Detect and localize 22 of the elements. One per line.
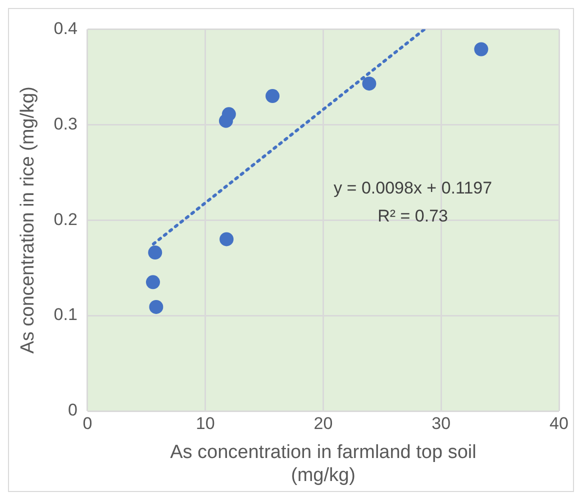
x-tick-label: 0 (82, 414, 92, 433)
x-tick-label: 40 (550, 414, 568, 433)
y-axis-title: As concentration in rice (mg/kg) (18, 86, 39, 354)
annotation: R² = 0.73 (378, 206, 448, 226)
point (266, 89, 280, 104)
y-tick-label: 0.4 (54, 18, 78, 38)
point (474, 42, 488, 56)
x-axis-title: As concentration in farmland top soil (mg/kg) (170, 442, 476, 486)
point (220, 232, 234, 246)
y-tick-label: 0.2 (54, 210, 78, 229)
y-tick-label: 0.3 (54, 114, 78, 134)
point (362, 76, 376, 91)
point (146, 275, 160, 290)
x-tick-label: 20 (314, 414, 333, 433)
annotation: y = 0.0098x + 0.1197 (334, 178, 492, 198)
x-tick-label: 30 (432, 414, 451, 433)
point (148, 246, 162, 260)
point (222, 107, 236, 122)
x-tick-label: 10 (196, 414, 215, 433)
y-tick-label: 0 (68, 400, 78, 420)
point (149, 300, 164, 314)
y-tick-label: 0.1 (54, 305, 78, 324)
